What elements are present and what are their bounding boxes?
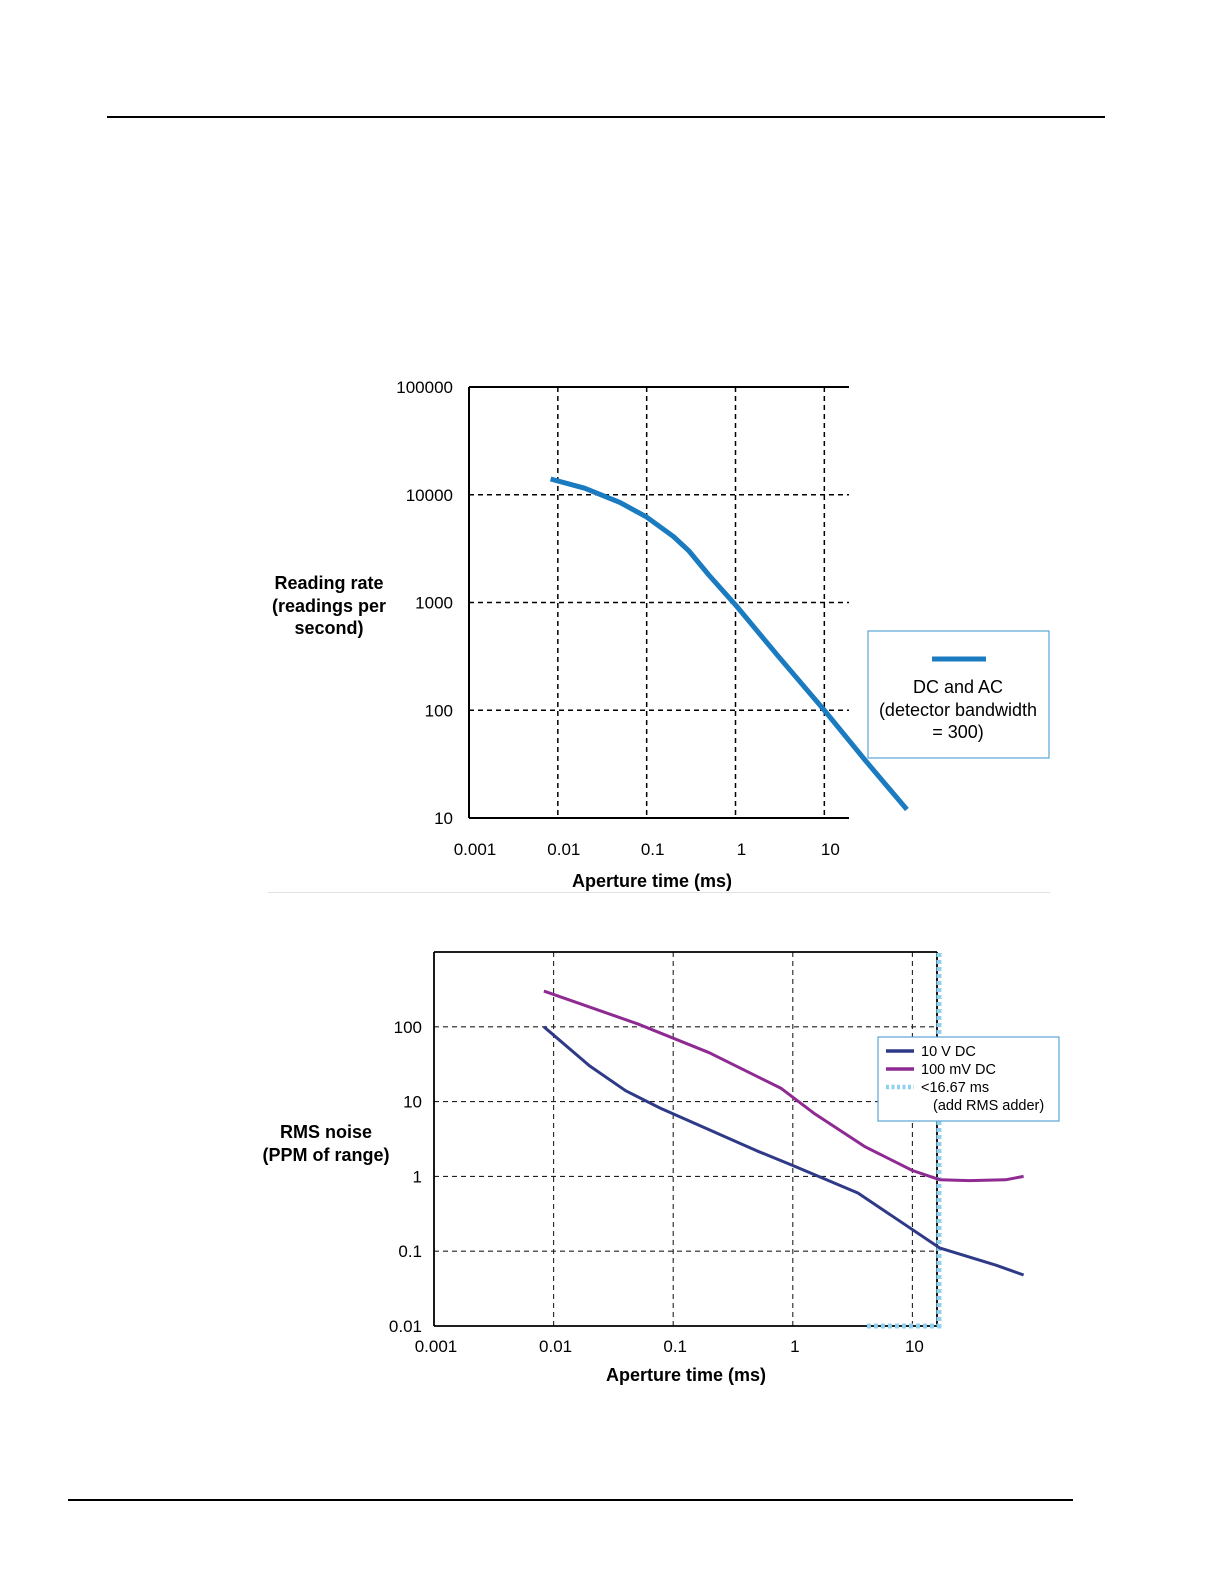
- c1-xtick-0: 0.001: [454, 840, 497, 859]
- reading-rate-y-axis-label-line1: Reading rate: [274, 573, 383, 593]
- c2-ytick-3: 10: [403, 1093, 422, 1112]
- c2-ytick-2: 1: [413, 1167, 422, 1186]
- c1-xtick-3: 1: [737, 840, 746, 859]
- c2-rms-adder-boundary: [866, 949, 942, 1329]
- c2-xtick-4: 10: [905, 1337, 924, 1356]
- reading-rate-x-axis-label: Aperture time (ms): [572, 871, 732, 891]
- rms-noise-x-axis-label: Aperture time (ms): [606, 1365, 766, 1385]
- chart-separator: [268, 892, 1050, 893]
- c2-ytick-1: 0.1: [398, 1242, 422, 1261]
- c2-xtick-1: 0.01: [539, 1337, 572, 1356]
- rms-noise-axes: [433, 951, 938, 1327]
- c2-series-line-1: [543, 989, 1024, 1183]
- c1-xtick-2: 0.1: [641, 840, 665, 859]
- reading-rate-legend-label-line3: = 300): [932, 722, 984, 742]
- reading-rate-chart: 0.001 0.01 0.1 1 10 10 100 1000 10000 100000 Aper…: [272, 378, 1050, 891]
- reading-rate-grid: [469, 387, 849, 818]
- rms-noise-legend: 10 V DC 100 mV DC <16.67 ms (add RMS add…: [877, 1036, 1060, 1122]
- c1-ytick-1: 100: [425, 701, 453, 720]
- reading-rate-legend-box: [867, 630, 1050, 759]
- legend-label-100mv-dc: 100 mV DC: [921, 1062, 996, 1078]
- rms-noise-grid: [434, 952, 937, 1326]
- c1-ytick-0: 10: [434, 809, 453, 828]
- c2-ytick-4: 100: [394, 1018, 422, 1037]
- reading-rate-series: [549, 476, 909, 812]
- c1-series-line-0: [549, 476, 909, 812]
- c2-xtick-3: 1: [790, 1337, 799, 1356]
- c1-xtick-4: 10: [821, 840, 840, 859]
- reading-rate-legend-label-line2: (detector bandwidth: [879, 700, 1037, 720]
- reading-rate-y-axis-label-line3: second): [294, 618, 363, 638]
- c1-xtick-1: 0.01: [547, 840, 580, 859]
- c1-ytick-3: 10000: [406, 486, 453, 505]
- c2-series-line-0: [542, 1025, 1025, 1277]
- reading-rate-tick-labels: 0.001 0.01 0.1 1 10 10 100 1000 10000 100000: [396, 378, 840, 859]
- footer-rule: [68, 1499, 1073, 1501]
- c2-xtick-2: 0.1: [663, 1337, 687, 1356]
- c1-ytick-2: 1000: [415, 594, 453, 613]
- legend-label-10v-dc: 10 V DC: [921, 1044, 976, 1060]
- c2-ytick-0: 0.01: [389, 1317, 422, 1336]
- reading-rate-legend-label-line1: DC and AC: [913, 677, 1003, 697]
- rms-noise-series: [542, 949, 1025, 1329]
- header-rule: [107, 116, 1105, 118]
- reading-rate-axes: [468, 386, 849, 819]
- rms-noise-y-axis-label-line1: RMS noise: [280, 1122, 372, 1142]
- legend-label-rms-adder-line2: (add RMS adder): [933, 1098, 1044, 1114]
- reading-rate-legend: DC and AC (detector bandwidth = 300): [867, 630, 1050, 759]
- c1-ytick-4: 100000: [396, 378, 453, 397]
- c2-xtick-0: 0.001: [415, 1337, 458, 1356]
- reading-rate-y-axis-label-line2: (readings per: [272, 596, 386, 616]
- legend-label-rms-adder-line1: <16.67 ms: [921, 1080, 989, 1096]
- rms-noise-y-axis-label-line2: (PPM of range): [262, 1145, 389, 1165]
